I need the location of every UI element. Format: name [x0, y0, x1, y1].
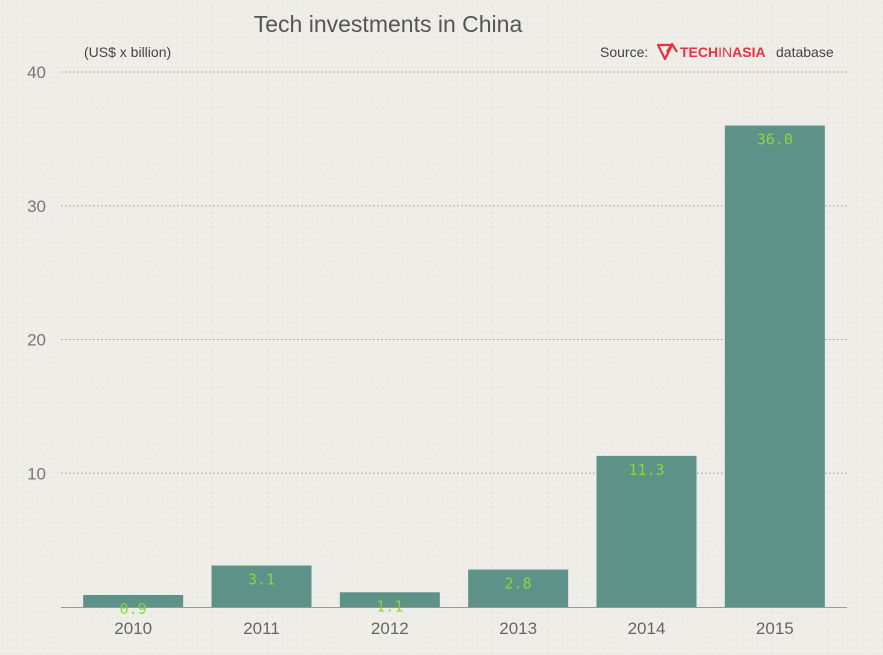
- source-brand-part1: TECH: [680, 44, 718, 60]
- source-credit: Source: TECHINASIA database: [600, 42, 834, 61]
- unit-label: (US$ x billion): [84, 44, 171, 60]
- data-label-2015: 36.0: [757, 131, 793, 149]
- x-tick-label-2013: 2013: [499, 619, 537, 638]
- source-brand-part2: IN: [718, 44, 732, 60]
- x-tick-label-2011: 2011: [243, 619, 280, 638]
- x-tick-label-2014: 2014: [628, 619, 666, 638]
- bar-2011: [211, 565, 312, 607]
- bar-2010: [83, 594, 184, 607]
- bars: 0.9 3.1 1.1 2.8 11.3 36.0: [83, 125, 825, 618]
- source-brand: TECHINASIA: [680, 44, 766, 60]
- y-tick-label: 10: [27, 464, 46, 483]
- y-tick-label: 20: [27, 331, 46, 350]
- x-tick-label-2012: 2012: [371, 619, 409, 638]
- bar-2012: [339, 592, 440, 607]
- y-tick-label: 30: [27, 197, 46, 216]
- data-label-2012: 1.1: [376, 597, 403, 615]
- techinasia-logo-icon: [656, 42, 678, 61]
- x-axis-ticks: 2010 2011 2012 2013 2014 2015: [114, 619, 793, 638]
- data-label-2010: 0.9: [120, 600, 147, 618]
- source-brand-part3: ASIA: [732, 44, 765, 60]
- chart-title: Tech investments in China: [254, 11, 523, 37]
- data-label-2014: 11.3: [628, 461, 664, 479]
- y-tick-label: 40: [27, 63, 46, 82]
- y-axis-ticks: 10 20 30 40: [27, 63, 46, 483]
- bar-2014: [596, 455, 697, 607]
- x-tick-label-2015: 2015: [756, 619, 794, 638]
- data-label-2013: 2.8: [505, 575, 532, 593]
- bar-2013: [468, 569, 569, 607]
- data-label-2011: 3.1: [248, 571, 275, 589]
- x-tick-label-2010: 2010: [114, 619, 152, 638]
- source-prefix: Source:: [600, 44, 648, 60]
- bar-2015: [724, 125, 825, 607]
- gridlines: [61, 71, 847, 474]
- source-suffix: database: [776, 44, 834, 60]
